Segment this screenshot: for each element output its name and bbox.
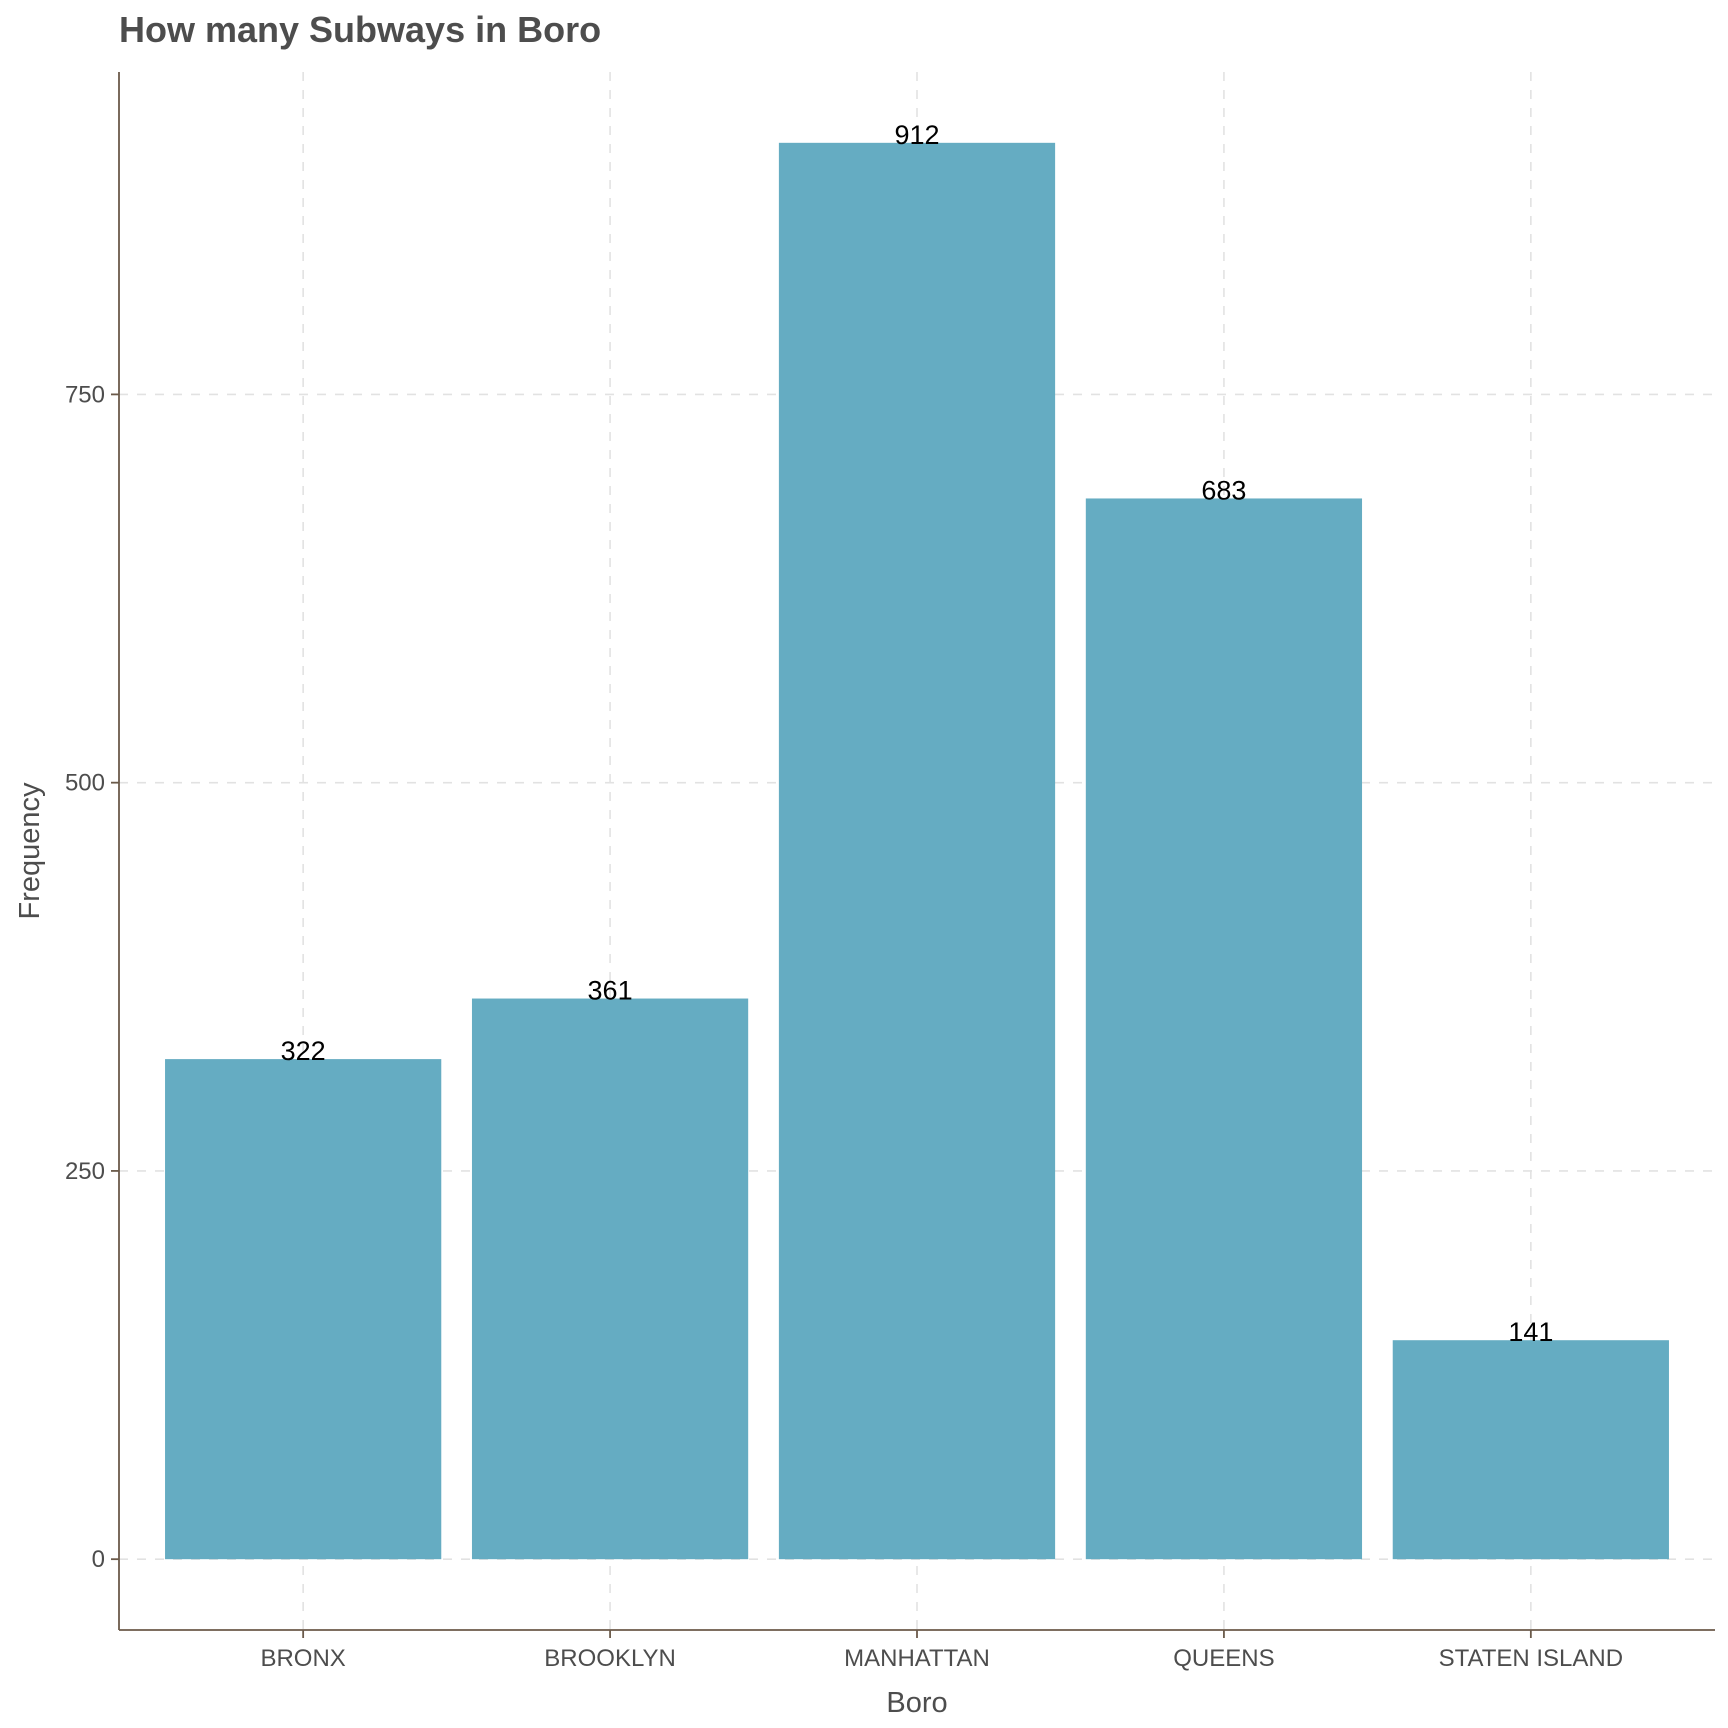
- data-label: 361: [588, 976, 633, 1006]
- ticks: 0 250 500 750 BRONX BROOKLYN MANHATTAN QUEENS ST…: [65, 381, 1623, 1672]
- x-tick-label: QUEENS: [1173, 1645, 1274, 1672]
- x-tick-label: BRONX: [260, 1645, 345, 1672]
- bars: [165, 142, 1669, 1560]
- y-axis-title: Frequency: [14, 782, 46, 920]
- chart-title: How many Subways in Boro: [119, 9, 601, 50]
- y-tick-label: 250: [65, 1158, 105, 1185]
- x-tick-label: STATEN ISLAND: [1439, 1645, 1623, 1672]
- y-tick-label: 500: [65, 770, 105, 797]
- bar-manhattan: [778, 142, 1056, 1560]
- y-tick-label: 750: [65, 381, 105, 408]
- bar-bronx: [165, 1059, 442, 1560]
- data-label: 912: [894, 120, 939, 150]
- data-label: 322: [281, 1036, 326, 1066]
- bar-staten-island: [1392, 1340, 1669, 1560]
- x-tick-label: MANHATTAN: [844, 1645, 990, 1672]
- x-tick-label: BROOKLYN: [544, 1645, 676, 1672]
- data-label: 141: [1508, 1317, 1553, 1347]
- data-label: 683: [1201, 475, 1246, 505]
- bar-queens: [1085, 498, 1363, 1560]
- data-labels: 322 361 912 683 141: [281, 120, 1554, 1347]
- x-axis-title: Boro: [886, 1687, 947, 1719]
- bar-brooklyn: [471, 998, 749, 1560]
- y-tick-label: 0: [92, 1546, 105, 1573]
